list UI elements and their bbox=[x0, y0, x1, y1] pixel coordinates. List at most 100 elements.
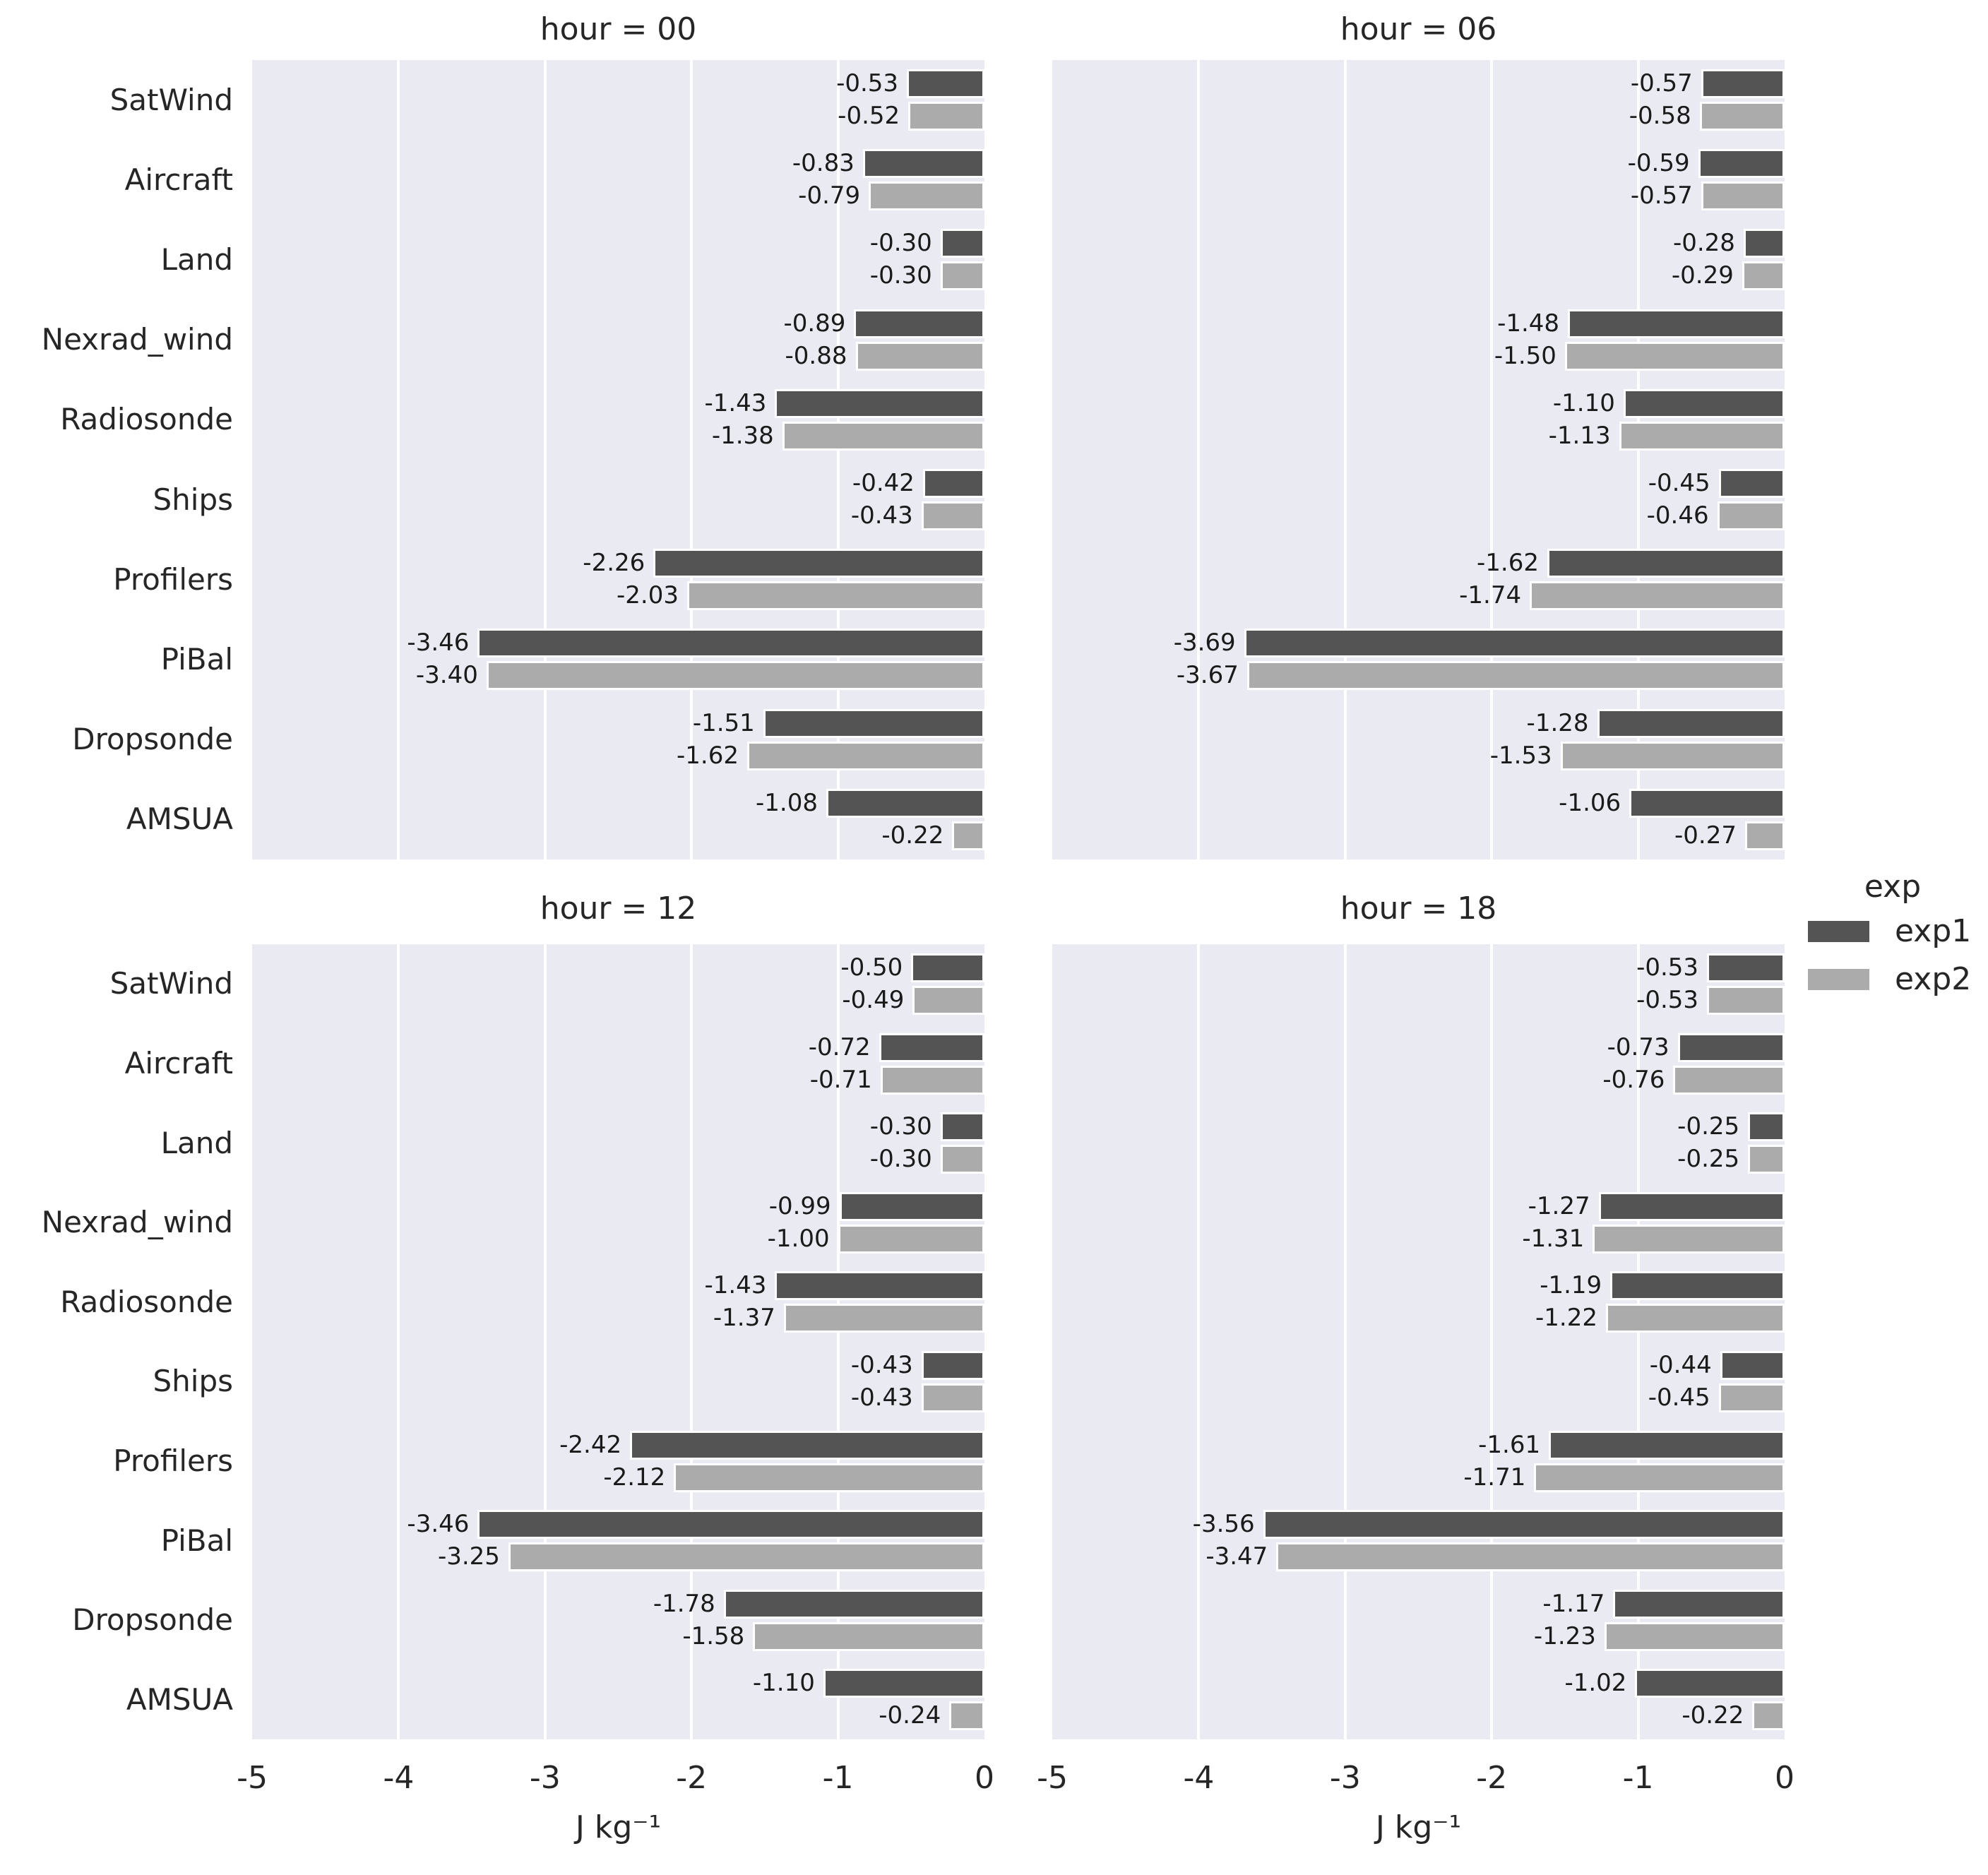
bar-value-label: -0.49 bbox=[842, 986, 905, 1014]
bar-exp1 bbox=[1743, 229, 1785, 258]
bar-exp1 bbox=[907, 69, 984, 98]
bar-exp1 bbox=[1718, 469, 1785, 498]
y-tick-label: PiBal bbox=[160, 642, 233, 677]
gridline bbox=[690, 944, 694, 1739]
bar-value-label: -3.47 bbox=[1206, 1542, 1268, 1571]
bar-exp2 bbox=[1718, 1383, 1785, 1412]
bar-value-label: -0.88 bbox=[785, 342, 847, 370]
bar-value-label: -1.28 bbox=[1526, 709, 1589, 737]
bar-value-label: -1.62 bbox=[677, 742, 739, 770]
bar-exp2 bbox=[1534, 1463, 1785, 1492]
bar-value-label: -0.44 bbox=[1649, 1351, 1712, 1379]
legend-label-exp1: exp1 bbox=[1895, 913, 1972, 949]
bar-value-label: -3.69 bbox=[1173, 629, 1236, 657]
x-tick-label: -4 bbox=[1183, 1760, 1215, 1796]
x-tick-label: -5 bbox=[1037, 1760, 1068, 1796]
gridline bbox=[397, 944, 400, 1739]
bar-value-label: -0.89 bbox=[783, 309, 846, 338]
bar-exp2 bbox=[1742, 261, 1785, 290]
bar-value-label: -0.43 bbox=[850, 1351, 913, 1379]
bar-exp1 bbox=[1701, 69, 1785, 98]
y-tick-label: Dropsonde bbox=[72, 1602, 233, 1638]
bar-exp2 bbox=[1605, 1304, 1785, 1333]
bar-value-label: -0.30 bbox=[869, 229, 932, 257]
bar-exp2 bbox=[940, 261, 984, 290]
bar-value-label: -0.73 bbox=[1607, 1033, 1669, 1061]
bar-value-label: -0.58 bbox=[1629, 102, 1691, 130]
gridline bbox=[836, 60, 840, 859]
bar-exp1 bbox=[653, 549, 984, 578]
bar-exp2 bbox=[908, 102, 984, 131]
bar-exp1 bbox=[1698, 149, 1785, 178]
gridline bbox=[1197, 944, 1201, 1739]
x-tick-label: -2 bbox=[676, 1760, 708, 1796]
bar-exp1 bbox=[1623, 389, 1785, 418]
bar-exp2 bbox=[880, 1066, 984, 1095]
bar-exp1 bbox=[477, 629, 984, 657]
y-tick-label: Ships bbox=[153, 1364, 234, 1399]
bar-value-label: -0.76 bbox=[1602, 1066, 1665, 1094]
bar-exp2 bbox=[949, 1701, 984, 1730]
bar-exp2 bbox=[1717, 501, 1785, 530]
bar-exp1 bbox=[723, 1590, 984, 1619]
bar-exp2 bbox=[783, 1304, 984, 1333]
bar-exp2 bbox=[1530, 581, 1785, 610]
bar-exp2 bbox=[753, 1622, 984, 1651]
bar-value-label: -0.99 bbox=[768, 1192, 831, 1220]
bar-value-label: -1.10 bbox=[752, 1669, 815, 1697]
bar-value-label: -0.53 bbox=[1636, 953, 1699, 982]
gridline bbox=[1636, 60, 1640, 859]
gridline bbox=[1490, 944, 1494, 1739]
bar-exp1 bbox=[1635, 1669, 1785, 1698]
bar-exp2 bbox=[1699, 102, 1785, 131]
bar-value-label: -1.13 bbox=[1548, 422, 1611, 450]
y-tick-label: Aircraft bbox=[124, 162, 233, 197]
bar-exp1 bbox=[1707, 953, 1785, 982]
bar-exp1 bbox=[1597, 709, 1785, 738]
bar-value-label: -0.22 bbox=[1682, 1701, 1744, 1730]
bar-exp1 bbox=[854, 309, 984, 338]
y-tick-label: Nexrad_wind bbox=[41, 322, 233, 357]
bar-exp2 bbox=[838, 1225, 984, 1254]
bar-exp1 bbox=[1677, 1033, 1785, 1062]
facet-panel-hour-12: -0.50 -0.72 -0.30 -0.99 -1.43 -0.43 -2.42 -3.46… bbox=[252, 944, 984, 1739]
facet-panel-hour-00: -0.53 -0.83 -0.30 -0.89 -1.43 -0.42 -2.26 -3.46… bbox=[252, 60, 984, 859]
bar-value-label: -0.50 bbox=[840, 953, 903, 982]
bar-exp1 bbox=[911, 953, 984, 982]
bar-value-label: -2.12 bbox=[603, 1463, 666, 1492]
bar-exp2 bbox=[674, 1463, 984, 1492]
bar-exp1 bbox=[879, 1033, 984, 1062]
bar-exp2 bbox=[1752, 1701, 1785, 1730]
bar-exp1 bbox=[823, 1669, 984, 1698]
x-axis-ticks-right: -5 -4 -3 -2 -1 0 bbox=[1037, 1760, 1794, 1797]
bar-value-label: -1.22 bbox=[1535, 1304, 1597, 1332]
bar-exp1 bbox=[1547, 549, 1785, 578]
bar-exp1 bbox=[1263, 1510, 1785, 1539]
bar-exp1 bbox=[826, 789, 984, 818]
bar-value-label: -0.27 bbox=[1674, 821, 1737, 850]
gridline bbox=[1197, 60, 1201, 859]
bar-exp2 bbox=[508, 1542, 984, 1571]
bar-value-label: -1.10 bbox=[1552, 389, 1615, 417]
bar-value-label: -1.02 bbox=[1564, 1669, 1627, 1697]
bar-value-label: -1.74 bbox=[1459, 581, 1522, 609]
bar-value-label: -1.43 bbox=[704, 389, 767, 417]
gridline bbox=[1343, 944, 1347, 1739]
bar-exp1 bbox=[839, 1192, 984, 1221]
facet-panel-hour-06: -0.57 -0.59 -0.28 -1.48 -1.10 -0.45 -1.62 -3.69… bbox=[1052, 60, 1785, 859]
bar-exp1 bbox=[1629, 789, 1785, 818]
bar-value-label: -0.45 bbox=[1648, 1383, 1710, 1412]
bar-value-label: -1.17 bbox=[1542, 1590, 1605, 1618]
legend-swatch-exp1 bbox=[1808, 921, 1869, 942]
x-axis-ticks-left: -5 -4 -3 -2 -1 0 bbox=[237, 1760, 994, 1797]
y-tick-label: Profilers bbox=[113, 1443, 233, 1478]
bar-exp2 bbox=[1560, 742, 1785, 770]
bar-value-label: -0.22 bbox=[881, 821, 944, 850]
bar-value-label: -0.83 bbox=[792, 149, 855, 177]
bar-value-label: -1.06 bbox=[1559, 789, 1621, 817]
y-tick-label: Ships bbox=[153, 482, 234, 517]
bar-exp2 bbox=[1276, 1542, 1785, 1571]
legend: exp exp1 exp2 bbox=[1797, 869, 1988, 1011]
bar-value-label: -1.31 bbox=[1522, 1225, 1585, 1253]
